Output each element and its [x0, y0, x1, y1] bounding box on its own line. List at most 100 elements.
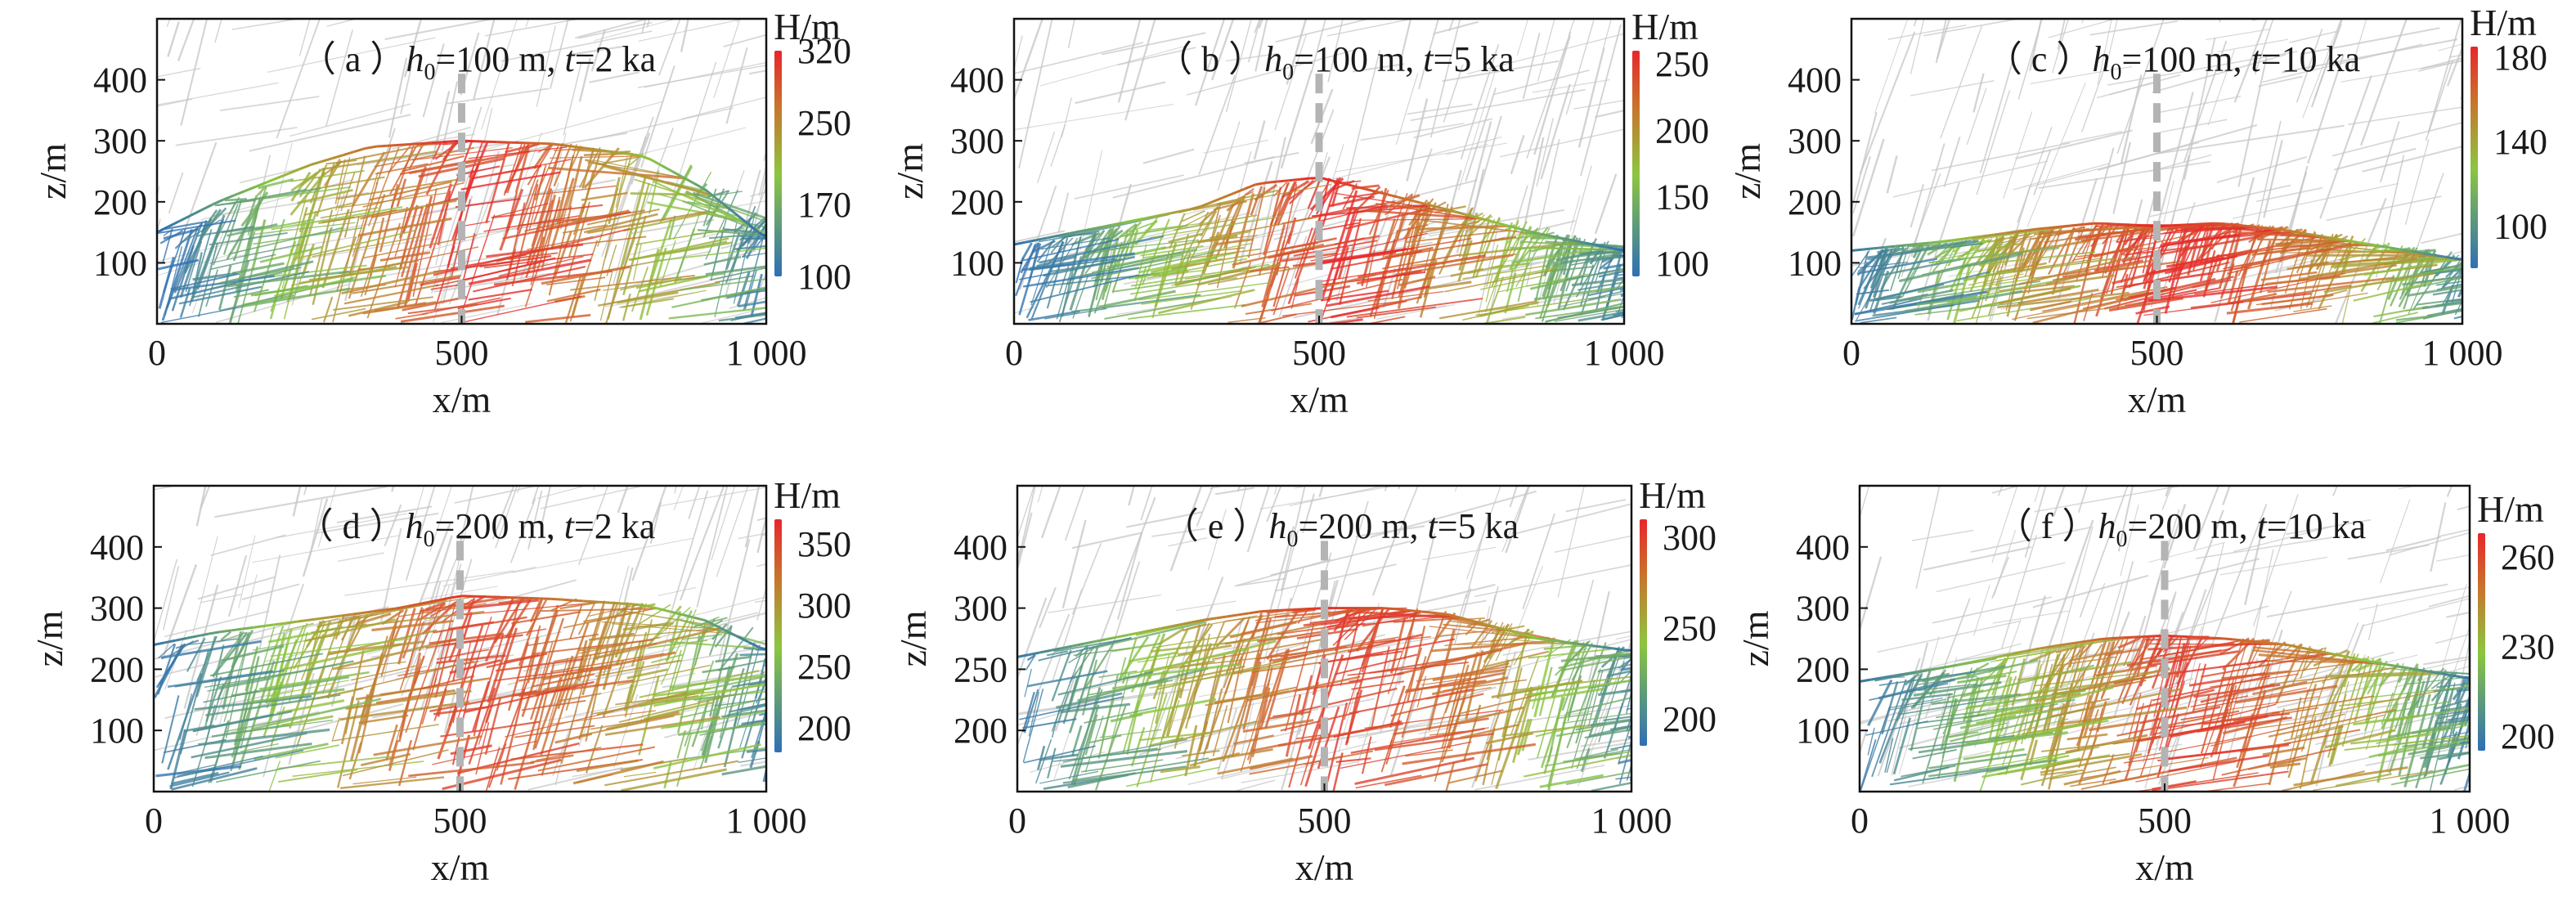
- saturation-front: [1216, 615, 1228, 620]
- saturation-front: [671, 611, 684, 617]
- background-fracture: [175, 127, 298, 146]
- saturated-fracture: [405, 631, 443, 734]
- saturated-fracture: [1566, 642, 1607, 749]
- background-fracture: [1901, 173, 1941, 278]
- background-fracture: [418, 0, 577, 10]
- background-fracture: [701, 307, 766, 324]
- background-fracture: [2449, 54, 2462, 58]
- saturated-fracture: [332, 216, 360, 323]
- saturated-fracture: [1969, 747, 2100, 770]
- saturated-fracture: [328, 640, 424, 655]
- background-fracture: [2332, 486, 2338, 496]
- saturated-fracture: [1595, 648, 1620, 724]
- saturated-fracture: [291, 198, 316, 270]
- background-fracture: [1236, 779, 1276, 792]
- saturation-front: [374, 608, 386, 613]
- background-fracture: [433, 272, 551, 293]
- background-fracture: [1430, 459, 1524, 473]
- background-fracture: [1936, 19, 1951, 60]
- saturated-fracture: [486, 653, 548, 669]
- background-fracture: [1236, 559, 1331, 586]
- saturated-fracture: [2353, 714, 2420, 726]
- saturated-fracture: [1160, 765, 1200, 774]
- saturated-fracture: [1326, 285, 1430, 307]
- saturation-front: [1393, 608, 1405, 612]
- saturated-fracture: [1129, 276, 1237, 295]
- saturated-fracture: [244, 294, 294, 307]
- saturated-fracture: [692, 191, 766, 220]
- background-fracture: [1932, 596, 2053, 624]
- background-fracture: [2030, 141, 2199, 187]
- saturated-fracture: [356, 613, 392, 626]
- y-tick-label: 200: [93, 182, 147, 222]
- background-fracture: [1852, 138, 1885, 237]
- background-fracture: [267, 37, 436, 73]
- saturated-fracture: [330, 158, 341, 173]
- background-fracture: [1384, 486, 1388, 491]
- background-fracture: [1877, 620, 2021, 653]
- saturated-fracture: [1268, 638, 1396, 662]
- saturated-fracture: [223, 638, 249, 722]
- saturated-fracture: [424, 601, 447, 611]
- saturation-front: [2331, 653, 2344, 657]
- saturated-fracture: [621, 768, 728, 792]
- saturated-fracture: [521, 699, 586, 711]
- saturated-fracture: [1257, 631, 1322, 643]
- saturated-fracture: [472, 680, 491, 732]
- t-equals: =: [2267, 506, 2287, 546]
- saturated-fracture: [595, 659, 681, 677]
- saturated-fracture: [203, 690, 259, 703]
- background-fracture: [1014, 230, 1066, 243]
- saturated-fracture: [483, 253, 594, 269]
- h0-subscript: 0: [1286, 527, 1298, 552]
- saturated-fracture: [553, 642, 657, 662]
- saturation-front: [1127, 631, 1139, 636]
- background-fracture: [2211, 504, 2268, 645]
- saturated-fracture: [600, 627, 721, 639]
- saturation-front: [2401, 248, 2412, 253]
- saturated-fracture: [618, 693, 737, 723]
- background-fracture: [459, 486, 474, 547]
- background-fracture: [2153, 96, 2242, 114]
- x-axis-label: x/m: [1295, 846, 1354, 888]
- y-tick-label: 100: [950, 243, 1004, 283]
- saturated-fracture: [1097, 289, 1176, 309]
- saturated-fracture: [2293, 765, 2408, 787]
- saturated-fracture: [1028, 310, 1080, 321]
- h0-equals: =: [1298, 506, 1318, 546]
- fracture-network: [157, 0, 766, 324]
- background-fracture: [1258, 137, 1286, 258]
- saturated-fracture: [2438, 752, 2470, 761]
- background-fracture: [195, 647, 224, 736]
- saturated-fracture: [312, 227, 333, 306]
- saturated-fracture: [2300, 690, 2438, 719]
- saturated-fracture: [1884, 738, 1894, 773]
- saturated-fracture: [183, 218, 213, 274]
- saturated-fracture: [484, 697, 502, 756]
- saturated-fracture: [2203, 711, 2280, 725]
- saturated-fracture: [2128, 693, 2142, 740]
- saturated-fracture: [1985, 274, 2035, 285]
- saturated-fracture: [308, 634, 341, 641]
- saturated-fracture: [320, 207, 379, 219]
- background-fracture: [1318, 486, 1324, 498]
- saturated-fracture: [1554, 308, 1624, 322]
- saturated-fracture: [1241, 273, 1376, 307]
- saturation-front: [330, 614, 342, 619]
- y-tick-label: 200: [90, 649, 144, 689]
- background-fracture: [1335, 245, 1353, 302]
- saturated-fracture: [530, 754, 574, 764]
- saturated-fracture: [2152, 780, 2197, 791]
- saturated-fracture: [1354, 756, 1475, 786]
- saturation-front: [1238, 612, 1250, 617]
- saturated-fracture: [598, 155, 644, 166]
- saturated-fracture: [743, 317, 766, 324]
- saturated-fracture: [1525, 298, 1622, 316]
- saturated-fracture: [1615, 776, 1631, 780]
- t-symbol: t: [565, 39, 577, 79]
- saturated-fracture: [1246, 613, 1270, 693]
- saturated-fracture: [717, 659, 766, 671]
- saturated-fracture: [563, 607, 657, 629]
- background-fracture: [1168, 536, 1208, 547]
- saturated-fracture: [1349, 672, 1404, 683]
